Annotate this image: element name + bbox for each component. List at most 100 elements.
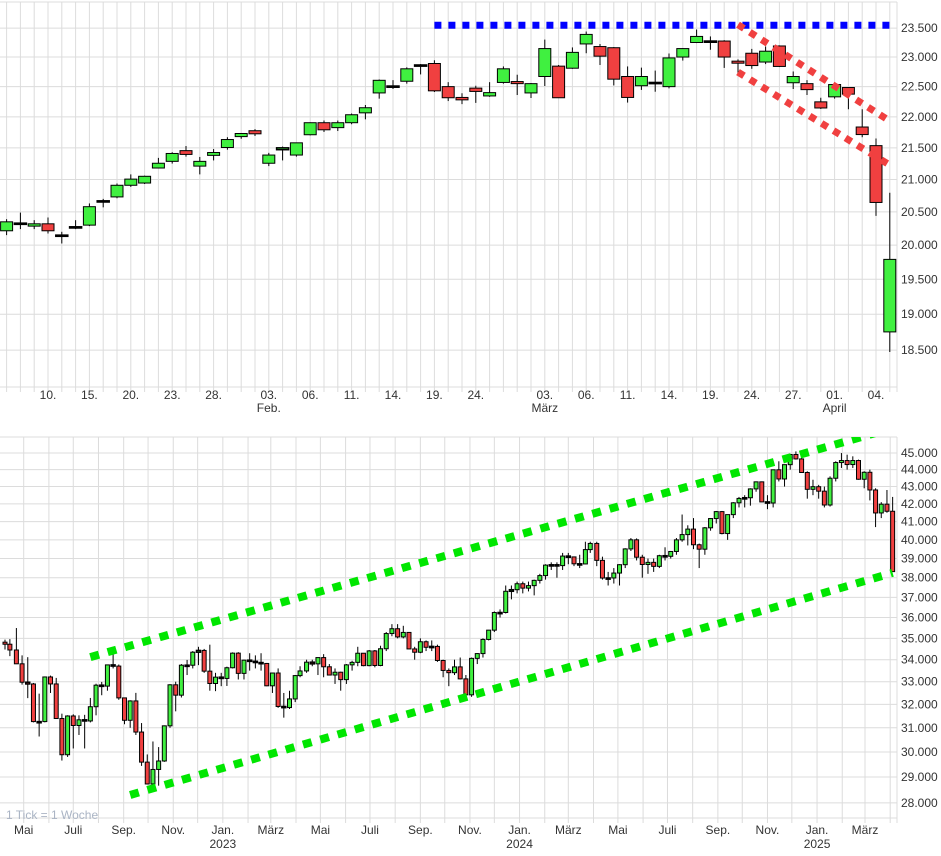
candle (543, 564, 549, 580)
y-tick-label: 29.000 (901, 770, 938, 784)
candle (303, 122, 317, 136)
candle (70, 714, 76, 749)
candle-body (167, 684, 173, 727)
candle (599, 556, 605, 580)
candle-body (814, 101, 828, 109)
candle (579, 31, 593, 54)
downtrend-dotted-line (736, 69, 892, 169)
candle-body (395, 628, 401, 638)
candle (235, 652, 241, 680)
candle (156, 747, 162, 786)
candle-body (179, 150, 193, 155)
candle-body (605, 577, 611, 580)
candle (676, 48, 690, 61)
candle (165, 152, 179, 164)
candle-body (144, 761, 150, 785)
candle (702, 527, 708, 555)
candle (207, 149, 221, 161)
candle (110, 653, 116, 669)
candle-body (207, 670, 213, 684)
candle-body (747, 488, 753, 499)
candle (434, 644, 440, 662)
candle-body (235, 652, 241, 674)
candle (93, 683, 99, 716)
candle-body (331, 122, 345, 129)
candle (133, 692, 139, 735)
candle (776, 461, 782, 482)
candle-body (759, 481, 765, 503)
candle (736, 496, 742, 508)
candle (816, 484, 822, 499)
candle (884, 489, 890, 513)
candle-body (30, 683, 36, 723)
candle (173, 681, 179, 712)
candle-body (315, 657, 321, 665)
candle (413, 64, 428, 75)
candle (474, 653, 480, 665)
candle (412, 646, 418, 660)
candle-body (878, 503, 884, 514)
candle-body (537, 575, 543, 581)
y-tick-label: 22.000 (901, 110, 938, 124)
candle (520, 581, 526, 594)
candle-body (648, 81, 662, 85)
candle (611, 568, 617, 584)
candle-body (452, 666, 458, 674)
candle (645, 558, 651, 574)
candle-body (275, 672, 281, 707)
candle (441, 82, 455, 102)
candle-body (856, 460, 861, 480)
candle (514, 581, 520, 594)
y-tick-label: 22.500 (901, 80, 938, 94)
candle-body (525, 585, 531, 589)
candle (429, 640, 435, 652)
candle-body (861, 471, 867, 480)
candle-body (218, 676, 224, 680)
candle (440, 659, 446, 678)
candle-body (844, 460, 850, 466)
candle-body (491, 612, 497, 631)
x-tick-label: Mai (14, 823, 33, 837)
candle-body (178, 664, 184, 696)
candle-body (565, 555, 572, 559)
candle-body (628, 539, 634, 550)
candle-body (139, 731, 145, 763)
candle (98, 681, 105, 696)
candle (417, 638, 423, 654)
y-tick-label: 40.000 (901, 533, 938, 547)
candle (321, 654, 327, 678)
candle (861, 471, 867, 489)
x-tick-label: 28. (205, 388, 222, 402)
candle-body (104, 664, 110, 687)
candle (747, 488, 753, 506)
candle-body (133, 700, 139, 733)
candle (193, 156, 207, 175)
candle (741, 495, 748, 508)
candle (607, 47, 621, 86)
candle-body (81, 719, 88, 722)
candle-body (400, 68, 414, 82)
candle (262, 152, 276, 167)
candle (252, 655, 259, 669)
candle-body (593, 46, 607, 57)
candle-body (360, 652, 366, 667)
candle (838, 453, 844, 468)
candle (315, 657, 321, 676)
candle-body (2, 641, 8, 645)
candle (116, 664, 122, 700)
candle (406, 631, 412, 650)
candle-body (13, 649, 19, 665)
candle (833, 461, 839, 482)
candle (890, 496, 896, 573)
downtrend-dotted-line (736, 21, 892, 124)
candle (25, 657, 31, 699)
candle (207, 644, 213, 691)
candle-body (753, 481, 759, 490)
candle (690, 518, 696, 550)
candle-body (248, 130, 262, 135)
candle-body (548, 564, 554, 567)
candle-body (289, 142, 303, 156)
candle (297, 666, 303, 678)
candle-body (668, 550, 674, 557)
candle-body (292, 675, 298, 700)
